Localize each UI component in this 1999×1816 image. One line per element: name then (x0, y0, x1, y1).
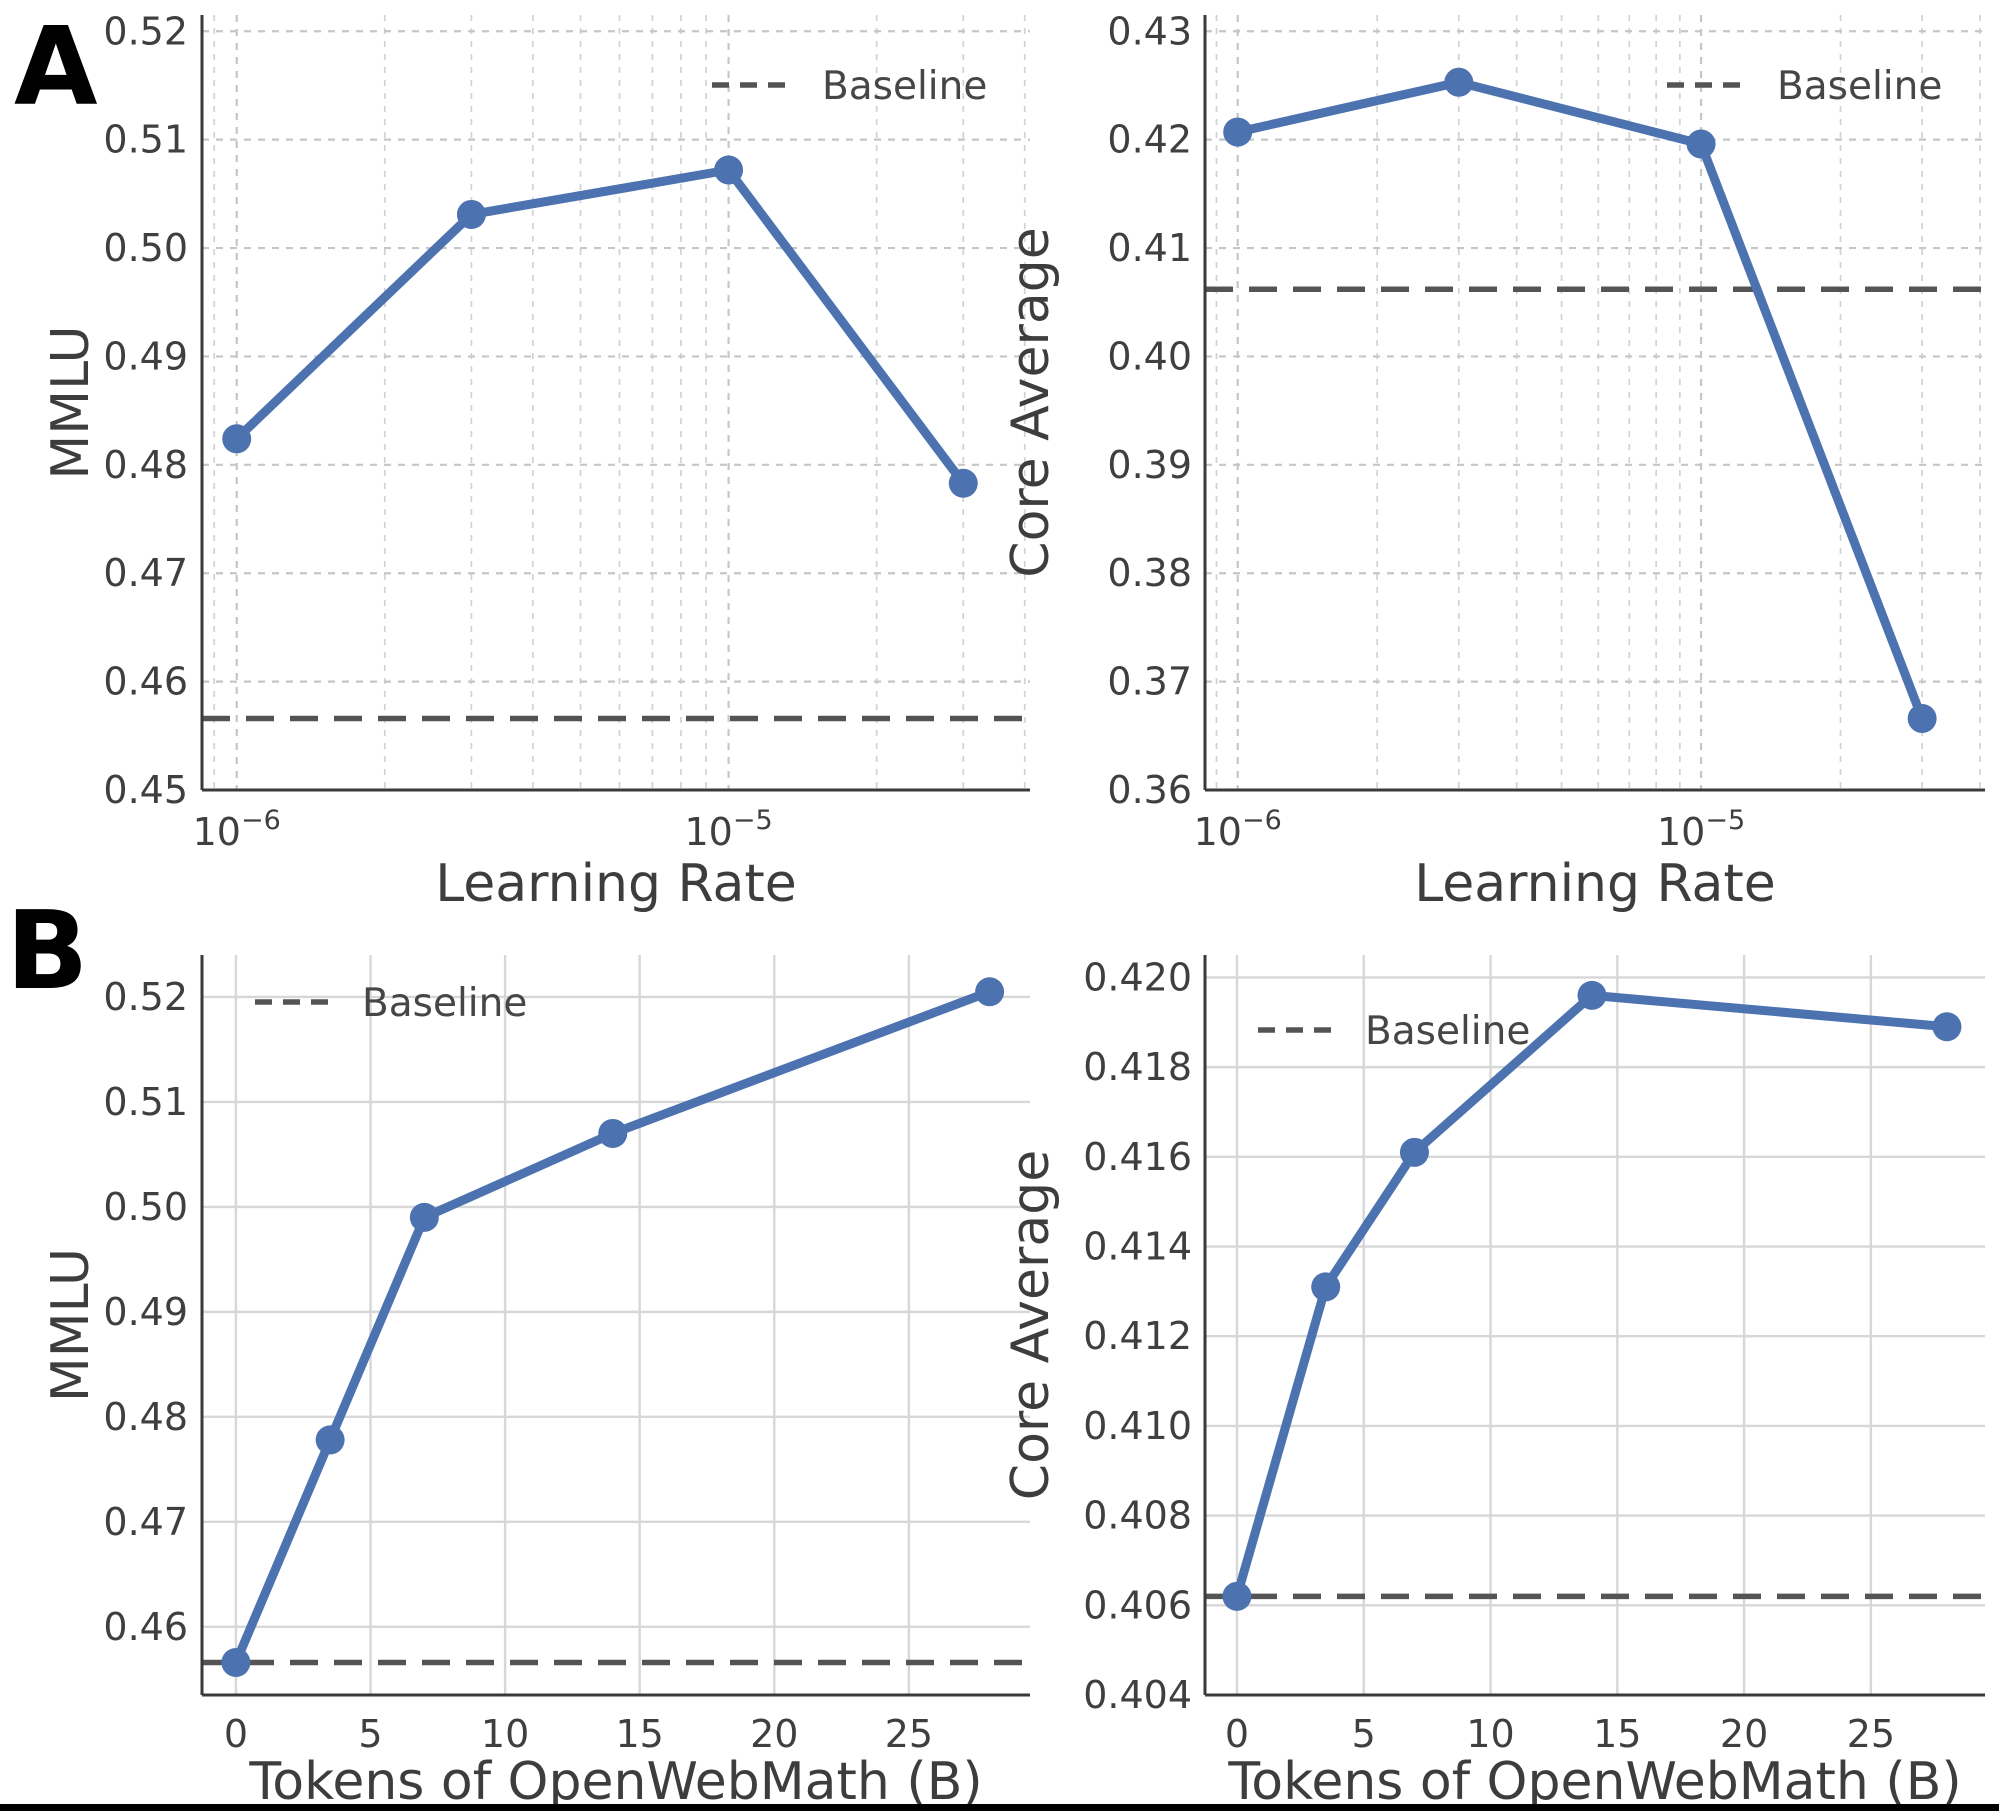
data-point (1932, 1012, 1962, 1042)
data-point (1311, 1272, 1341, 1302)
chart-tokens-mmlu: 0.46 0.47 0.48 0.49 0.50 0.51 0.52 0 5 10 15 20 25To… (41, 955, 1030, 1812)
data-point (409, 1202, 439, 1232)
y-tick-label: 0.46 (103, 660, 188, 704)
data-point (1444, 67, 1474, 97)
data-point (1686, 129, 1716, 159)
y-tick-label: 0.50 (103, 1185, 188, 1229)
x-tick-label: 10−5 (685, 805, 773, 854)
x-axis-label: Learning Rate (435, 854, 797, 914)
legend-label: Baseline (1777, 64, 1942, 109)
panel-label-b: B (6, 889, 88, 1014)
y-tick-label: 0.37 (1107, 660, 1192, 704)
y-tick-label: 0.42 (1107, 118, 1192, 162)
data-point (598, 1118, 628, 1148)
x-tick-label: 10 (1466, 1712, 1514, 1756)
y-tick-label: 0.51 (103, 1080, 188, 1124)
data-point (1399, 1137, 1429, 1167)
y-tick-label: 0.420 (1083, 955, 1192, 999)
x-tick-label: 10−6 (193, 805, 281, 854)
data-point (221, 1647, 251, 1677)
y-tick-label: 0.408 (1083, 1494, 1192, 1538)
chart-tokens-core: 0.404 0.406 0.408 0.410 0.412 0.414 0.416 0.418… (1001, 955, 1985, 1812)
y-axis-label: Core Average (1001, 1150, 1061, 1500)
y-axis-label: MMLU (41, 1248, 101, 1402)
legend-label: Baseline (822, 64, 987, 109)
y-tick-label: 0.36 (1107, 768, 1192, 812)
x-tick-label: 5 (358, 1712, 382, 1756)
x-tick-label: 10 (481, 1712, 529, 1756)
x-tick-label: 10−5 (1657, 805, 1745, 854)
bottom-rule (0, 1804, 1999, 1811)
data-point (1907, 703, 1937, 733)
y-tick-label: 0.38 (1107, 551, 1192, 595)
x-axis-label: Tokens of OpenWebMath (B) (248, 1752, 982, 1812)
x-axis-label: Learning Rate (1414, 854, 1776, 914)
y-tick-label: 0.412 (1083, 1314, 1192, 1358)
y-tick-label: 0.40 (1107, 334, 1192, 378)
y-tick-label: 0.414 (1083, 1225, 1192, 1269)
y-tick-label: 0.41 (1107, 226, 1192, 270)
data-point (975, 977, 1005, 1007)
y-tick-label: 0.416 (1083, 1135, 1192, 1179)
y-tick-label: 0.49 (103, 1290, 188, 1334)
legend: Baseline (712, 64, 987, 109)
series-line (1233, 77, 1927, 723)
y-tick-label: 0.51 (103, 118, 188, 162)
x-tick-label: 5 (1352, 1712, 1376, 1756)
data-point (1577, 980, 1607, 1010)
grid (1205, 15, 1985, 792)
x-axis-label: Tokens of OpenWebMath (B) (1227, 1752, 1961, 1812)
panel-label-a: A (14, 5, 98, 130)
data-point (1222, 1581, 1252, 1611)
y-tick-label: 0.52 (103, 975, 188, 1019)
legend: Baseline (1258, 1009, 1530, 1054)
x-tick-label: 15 (616, 1712, 664, 1756)
series-line (232, 165, 968, 488)
data-point (1223, 117, 1253, 147)
x-tick-label: 0 (1225, 1712, 1249, 1756)
y-tick-label: 0.46 (103, 1605, 188, 1649)
grid (202, 15, 1030, 792)
x-tick-label: 25 (885, 1712, 933, 1756)
series-line (231, 987, 995, 1667)
data-point (456, 199, 486, 229)
y-tick-label: 0.49 (103, 334, 188, 378)
legend: Baseline (1667, 64, 1942, 109)
y-tick-label: 0.47 (103, 551, 188, 595)
series-line (1232, 990, 1952, 1601)
data-point (315, 1425, 345, 1455)
y-tick-label: 0.48 (103, 443, 188, 487)
y-tick-label: 0.47 (103, 1500, 188, 1544)
y-tick-label: 0.404 (1083, 1673, 1192, 1717)
x-tick-label: 20 (750, 1712, 798, 1756)
y-tick-label: 0.43 (1107, 9, 1192, 53)
y-tick-label: 0.406 (1083, 1583, 1192, 1627)
y-tick-label: 0.418 (1083, 1045, 1192, 1089)
y-tick-label: 0.39 (1107, 443, 1192, 487)
grid (202, 955, 1030, 1695)
chart-lr-core: 0.36 0.37 0.38 0.39 0.40 0.41 0.42 0.43 10−6 10−5… (1001, 9, 1985, 914)
x-tick-label: 15 (1593, 1712, 1641, 1756)
x-tick-label: 25 (1847, 1712, 1895, 1756)
x-tick-label: 20 (1720, 1712, 1768, 1756)
y-tick-label: 0.48 (103, 1395, 188, 1439)
data-point (222, 424, 252, 454)
data-point (714, 155, 744, 185)
y-axis-label: Core Average (1001, 227, 1061, 577)
legend-label: Baseline (1365, 1009, 1530, 1054)
grid (1205, 955, 1985, 1697)
chart-lr-mmlu: 0.45 0.46 0.47 0.48 0.49 0.50 0.51 0.52 10−6 10−5… (41, 9, 1030, 914)
y-tick-label: 0.45 (103, 768, 188, 812)
y-tick-label: 0.410 (1083, 1404, 1192, 1448)
legend: Baseline (255, 981, 527, 1026)
x-tick-label: 10−6 (1194, 805, 1282, 854)
x-tick-label: 0 (224, 1712, 248, 1756)
y-axis-label: MMLU (41, 325, 101, 479)
y-tick-label: 0.50 (103, 226, 188, 270)
data-point (948, 468, 978, 498)
y-tick-label: 0.52 (103, 9, 188, 53)
legend-label: Baseline (362, 981, 527, 1026)
